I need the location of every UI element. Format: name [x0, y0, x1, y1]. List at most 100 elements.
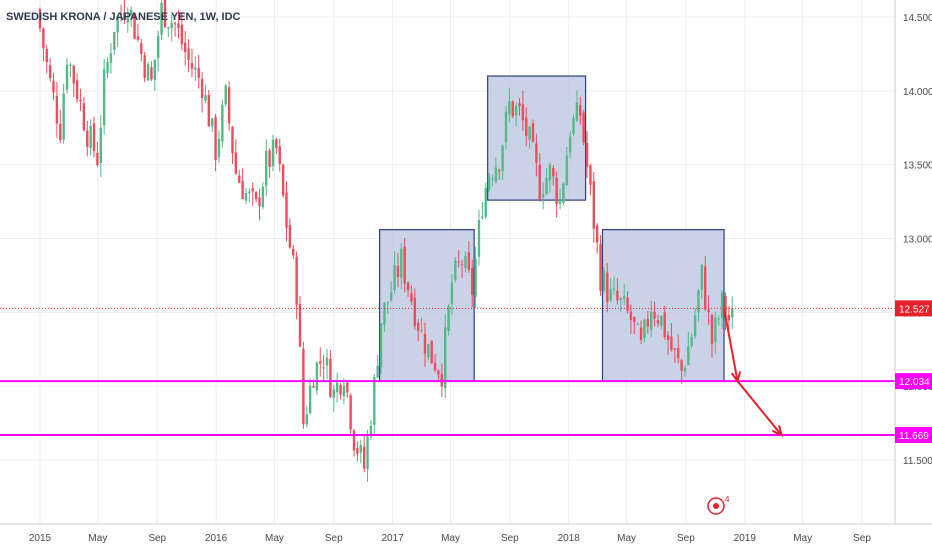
candle-body [396, 266, 400, 277]
candle-body [427, 344, 430, 358]
candle-body [474, 258, 477, 297]
candle-body [322, 367, 325, 369]
candle-body [244, 193, 248, 201]
time-tick-label: Sep [325, 533, 343, 544]
candle-body [329, 359, 332, 397]
candle-body [447, 305, 450, 331]
time-tick-label: May [617, 533, 636, 544]
candle-body [670, 336, 673, 350]
candle-body [579, 105, 582, 116]
time-tick-label: May [793, 533, 812, 544]
candle-body [693, 315, 697, 337]
candle-body [548, 164, 552, 181]
candle-body [48, 65, 52, 79]
candle-body [254, 192, 258, 200]
candle-body [521, 104, 525, 121]
candle-body [481, 216, 484, 219]
candle-body [359, 444, 362, 453]
candle-body [143, 55, 146, 78]
candle-body [150, 67, 153, 80]
projection-arrow-head[interactable] [771, 425, 783, 437]
candle-body [467, 252, 471, 270]
candle-body [531, 123, 535, 142]
candle-body [258, 197, 261, 207]
candle-body [498, 169, 501, 172]
candle-body [660, 315, 663, 327]
candle-body [646, 318, 650, 327]
candle-body [626, 297, 629, 311]
candle-body [677, 348, 680, 359]
candle-body [180, 24, 184, 45]
candle-body [126, 17, 129, 23]
candle-body [312, 385, 315, 388]
candle-body [285, 192, 288, 228]
candle-body [504, 111, 508, 143]
time-tick-label: Sep [148, 533, 166, 544]
candle-body [595, 225, 599, 243]
candle-body [697, 290, 700, 313]
candle-body [471, 268, 474, 296]
candle-body [673, 348, 677, 350]
candle-body [508, 101, 511, 115]
price-tick-label: 13.000 [903, 235, 932, 246]
candle-body [356, 448, 359, 454]
candle-body [484, 187, 487, 217]
price-tick-label: 14.500 [903, 13, 932, 24]
candle-body [562, 183, 565, 203]
candle-body [86, 130, 89, 147]
projection-arrows[interactable] [723, 308, 783, 437]
replay-icon[interactable]: 4 [707, 495, 730, 515]
candle-body [450, 282, 454, 304]
candle-body [599, 243, 602, 291]
candle-body [487, 176, 491, 190]
candle-body [373, 377, 376, 425]
candle-body [119, 13, 123, 15]
candle-body [160, 2, 163, 35]
candle-body [565, 155, 568, 186]
candle-body [288, 225, 292, 248]
candle-body [170, 22, 173, 29]
projection-arrow-shaft[interactable] [736, 380, 783, 436]
price-tick-label: 13.500 [903, 161, 932, 172]
candle-body [724, 296, 727, 318]
candle-body [653, 311, 656, 319]
candle-body [494, 167, 498, 182]
candle-body [444, 327, 447, 389]
candle-body [194, 67, 197, 70]
candle-body [552, 168, 555, 177]
candle-body [720, 292, 724, 318]
candle-body [129, 9, 133, 15]
current-price-tag [895, 300, 932, 317]
range-box[interactable] [379, 229, 475, 382]
candle-body [690, 337, 693, 347]
candle-body [342, 385, 346, 397]
candle-body [383, 302, 386, 325]
candle-body [379, 323, 383, 368]
candle-body [217, 138, 221, 158]
candle-body [116, 16, 119, 33]
candle-body [52, 80, 55, 93]
candle-body [511, 101, 514, 117]
candle-body [241, 180, 244, 199]
candle-body [582, 112, 585, 143]
candle-body [430, 340, 433, 364]
candle-body [376, 365, 379, 378]
horizontal-levels[interactable] [0, 307, 895, 437]
candle-body [281, 164, 285, 196]
candle-body [96, 152, 99, 165]
time-tick-label: May [265, 533, 284, 544]
candle-body [234, 152, 238, 174]
projection-arrow-shaft[interactable] [723, 308, 739, 382]
candle-body [663, 312, 666, 337]
replay-icon-dot [713, 503, 719, 509]
candle-body [221, 104, 224, 142]
candle-body [109, 53, 113, 63]
candle-body [69, 64, 72, 66]
candle-body [403, 246, 406, 284]
candle-body [362, 446, 366, 469]
candle-body [346, 382, 349, 393]
candle-body [315, 362, 319, 391]
replay-icon-badge: 4 [725, 495, 730, 504]
